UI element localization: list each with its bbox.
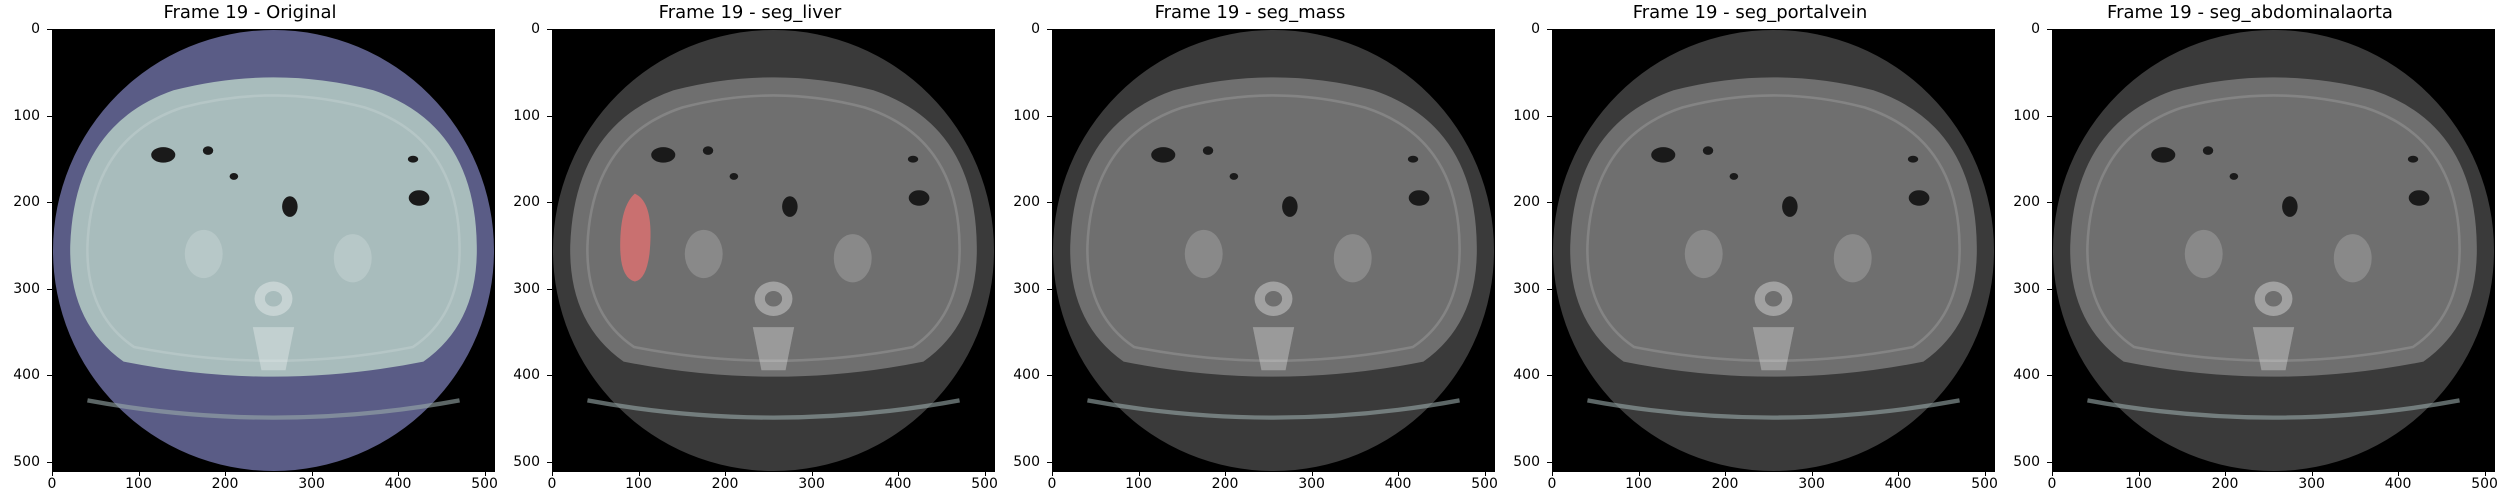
x-tick-label: 300: [792, 471, 832, 492]
x-tick-label: 500: [965, 471, 1005, 492]
y-tick-label: 300: [500, 281, 552, 297]
y-tick-label: 200: [0, 194, 52, 210]
ct-scan-image: [1053, 30, 1494, 471]
x-tick-label: 100: [619, 471, 659, 492]
panel-title: Frame 19 - Original: [163, 2, 337, 23]
image-panel: Frame 19 - seg_mass 0 100 200 300 400 500 0 100 2…: [1000, 0, 1500, 500]
x-tick-label: 0: [1532, 471, 1572, 492]
y-tick-label: 300: [0, 281, 52, 297]
y-tick-label: 200: [1500, 194, 1552, 210]
panel-title: Frame 19 - seg_abdominalaorta: [2107, 2, 2393, 23]
x-tick-label: 200: [1205, 471, 1245, 492]
y-tick-label: 0: [500, 21, 552, 37]
y-tick-label: 400: [500, 367, 552, 383]
y-tick-label: 400: [1500, 367, 1552, 383]
x-tick-label: 0: [2032, 471, 2072, 492]
x-tick-label: 300: [2292, 471, 2332, 492]
image-panel: Frame 19 - seg_abdominalaorta 0 100 200 300 4…: [2000, 0, 2500, 500]
y-tick-label: 500: [1500, 454, 1552, 470]
y-tick-label: 300: [1500, 281, 1552, 297]
ct-scan-image: [553, 30, 994, 471]
x-tick-label: 0: [532, 471, 572, 492]
x-tick-label: 200: [705, 471, 745, 492]
y-tick-label: 0: [1500, 21, 1552, 37]
x-tick-label: 200: [2205, 471, 2245, 492]
x-tick-label: 0: [32, 471, 72, 492]
y-tick-label: 100: [1000, 108, 1052, 124]
y-tick-label: 400: [1000, 367, 1052, 383]
x-tick-label: 400: [1378, 471, 1418, 492]
y-tick-label: 400: [0, 367, 52, 383]
y-tick-label: 0: [2000, 21, 2052, 37]
ct-scan-image: [1553, 30, 1994, 471]
image-axes: [1052, 29, 1495, 472]
ct-scan-image: [53, 30, 494, 471]
x-tick-label: 500: [2465, 471, 2500, 492]
x-tick-label: 400: [378, 471, 418, 492]
x-tick-label: 300: [1292, 471, 1332, 492]
y-tick-label: 300: [1000, 281, 1052, 297]
y-tick-label: 500: [1000, 454, 1052, 470]
x-tick-label: 500: [1465, 471, 1505, 492]
x-tick-label: 500: [1965, 471, 2005, 492]
image-panel: Frame 19 - seg_liver 0 100 200 300 400 500 0 100…: [500, 0, 1000, 500]
image-axes: [2052, 29, 2495, 472]
x-tick-label: 300: [1792, 471, 1832, 492]
x-tick-label: 400: [2378, 471, 2418, 492]
x-tick-label: 200: [205, 471, 245, 492]
ct-scan-image: [2053, 30, 2494, 471]
y-tick-label: 100: [1500, 108, 1552, 124]
x-tick-label: 400: [878, 471, 918, 492]
x-tick-label: 300: [292, 471, 332, 492]
image-axes: [52, 29, 495, 472]
panel-title: Frame 19 - seg_liver: [658, 2, 842, 23]
x-tick-label: 100: [1619, 471, 1659, 492]
image-axes: [1552, 29, 1995, 472]
y-tick-label: 200: [500, 194, 552, 210]
x-tick-label: 100: [119, 471, 159, 492]
y-tick-label: 500: [0, 454, 52, 470]
x-tick-label: 100: [1119, 471, 1159, 492]
x-tick-label: 400: [1878, 471, 1918, 492]
x-tick-label: 200: [1705, 471, 1745, 492]
y-tick-label: 100: [0, 108, 52, 124]
y-tick-label: 100: [2000, 108, 2052, 124]
image-axes: [552, 29, 995, 472]
y-tick-label: 500: [500, 454, 552, 470]
y-tick-label: 400: [2000, 367, 2052, 383]
x-tick-label: 500: [465, 471, 505, 492]
image-panel: Frame 19 - seg_portalvein 0 100 200 300 400 50…: [1500, 0, 2000, 500]
y-tick-label: 500: [2000, 454, 2052, 470]
y-tick-label: 200: [2000, 194, 2052, 210]
x-tick-label: 0: [1032, 471, 1072, 492]
image-panel: Frame 19 - Original 0 100 200 300 400 500 0 100 2…: [0, 0, 500, 500]
liver-segmentation-overlay: [620, 193, 651, 282]
y-tick-label: 200: [1000, 194, 1052, 210]
y-tick-label: 0: [0, 21, 52, 37]
y-tick-label: 0: [1000, 21, 1052, 37]
x-tick-label: 100: [2119, 471, 2159, 492]
y-tick-label: 300: [2000, 281, 2052, 297]
panel-title: Frame 19 - seg_portalvein: [1632, 2, 1868, 23]
y-tick-label: 100: [500, 108, 552, 124]
panel-title: Frame 19 - seg_mass: [1154, 2, 1346, 23]
